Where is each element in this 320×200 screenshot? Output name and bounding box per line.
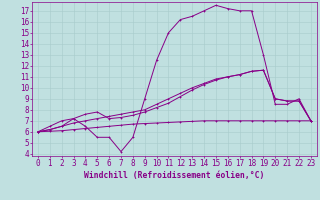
X-axis label: Windchill (Refroidissement éolien,°C): Windchill (Refroidissement éolien,°C) <box>84 171 265 180</box>
